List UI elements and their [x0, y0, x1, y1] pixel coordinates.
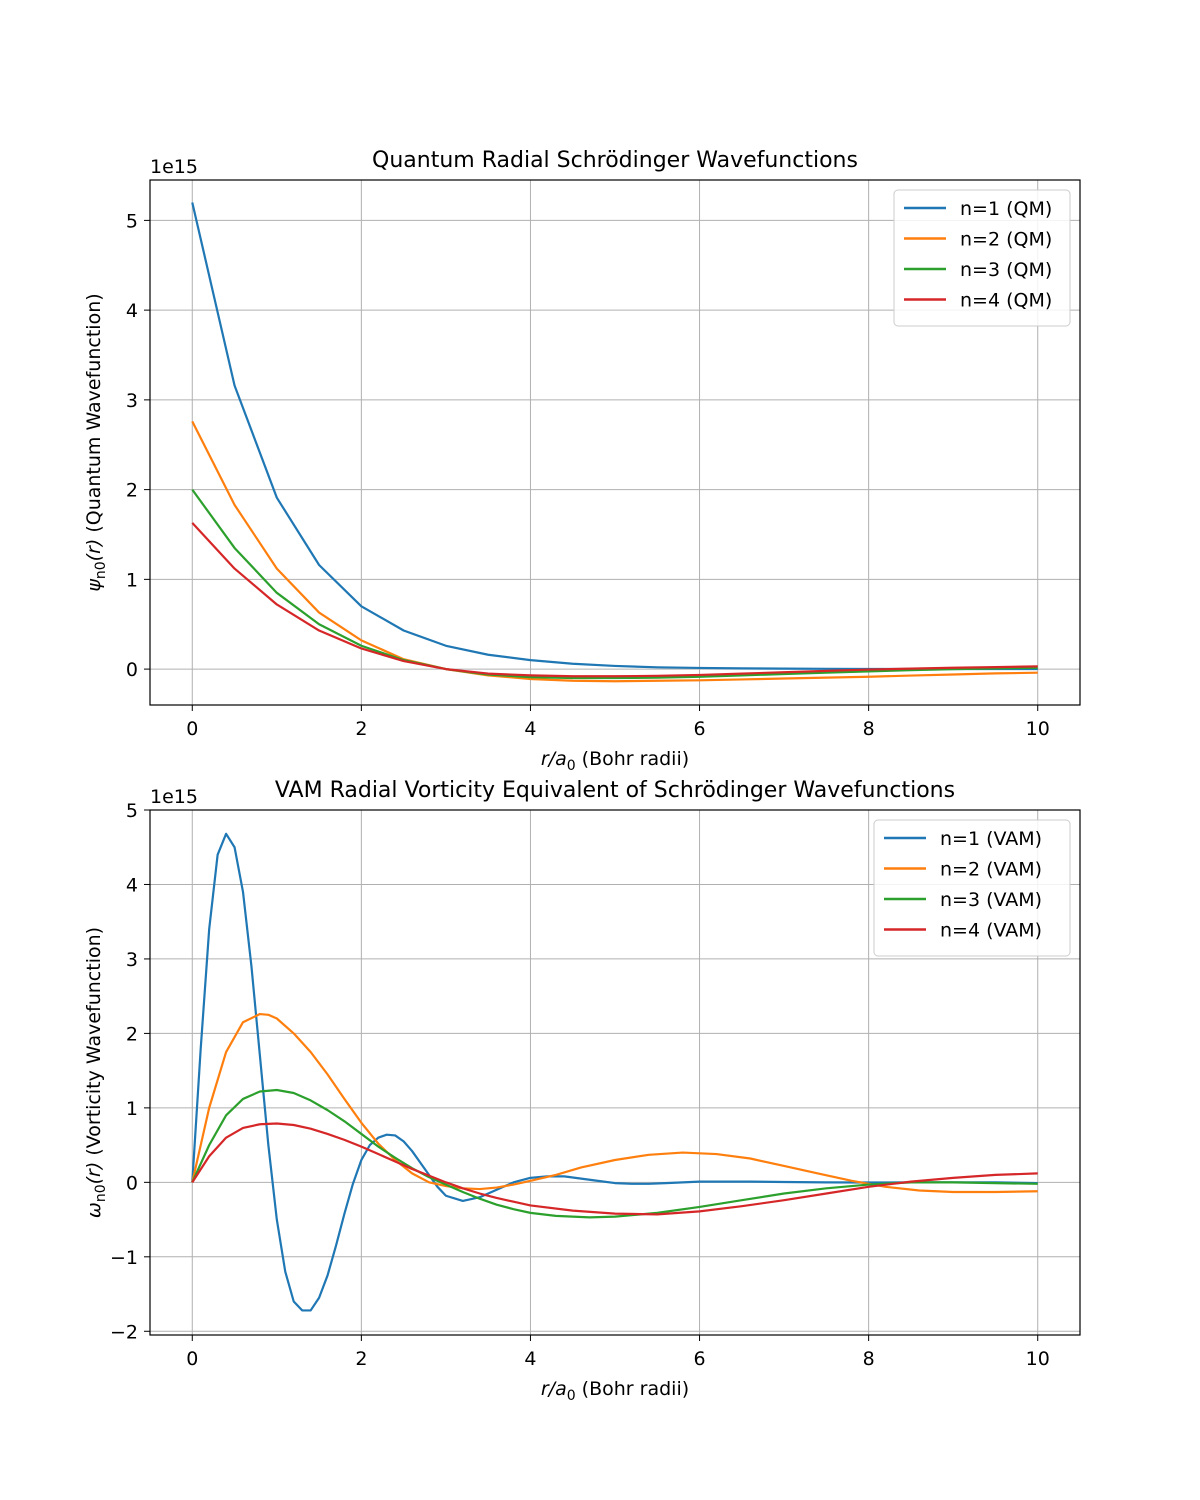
y-axis-label-rest: (Quantum Wavefunction)	[83, 293, 105, 538]
y-axis-label-arg: (r)	[83, 539, 105, 562]
y-tick-label: 1	[126, 569, 138, 591]
y-tick-label: 0	[126, 1172, 138, 1194]
quantum-wavefunction-chart: 0 2 4 6 8 10 0 1 2 3 4 5 Quantum Radial Schrödinge…	[83, 148, 1081, 774]
plot-frame	[149, 809, 1081, 1336]
x-axis-label: r/a0 (Bohr radii)	[541, 1378, 689, 1404]
series-line-3	[191, 1088, 1038, 1219]
y-offset-text: 1e15	[150, 156, 198, 178]
y-tick-label: −1	[110, 1247, 138, 1269]
x-tick-label: 0	[186, 718, 198, 740]
x-tick-label: 4	[524, 718, 536, 740]
series-line-4	[191, 1122, 1038, 1216]
legend-label: n=1 (QM)	[960, 198, 1052, 220]
series-line-2	[191, 420, 1038, 683]
series-lines	[191, 202, 1038, 683]
x-tick-label: 6	[693, 1348, 705, 1370]
y-tick-label: 0	[126, 659, 138, 681]
legend-label: n=4 (QM)	[960, 290, 1052, 312]
y-ticks: 0 1 2 3 4 5	[126, 210, 150, 681]
x-tick-label: 2	[355, 1348, 367, 1370]
x-tick-label: 10	[1026, 1348, 1050, 1370]
legend-label: n=1 (VAM)	[940, 828, 1042, 850]
legend-box	[873, 819, 1071, 957]
y-axis-label-rest: (Vorticity Wavefunction)	[83, 927, 105, 1162]
legend-label: n=3 (VAM)	[940, 889, 1042, 911]
x-axis-label-sub: 0	[567, 758, 576, 774]
x-axis-label-var: r/a	[541, 1378, 567, 1400]
x-axis-label-var: r/a	[541, 748, 567, 770]
chart-title: VAM Radial Vorticity Equivalent of Schrö…	[275, 778, 955, 803]
y-axis-label-arg: (r)	[83, 1162, 105, 1185]
x-ticks: 0 2 4 6 8 10	[186, 705, 1050, 740]
x-axis-label: r/a0 (Bohr radii)	[541, 748, 689, 774]
x-axis-label-rest: (Bohr radii)	[576, 1378, 690, 1400]
y-tick-label: 1	[126, 1098, 138, 1120]
y-axis-label-var: ψ	[83, 579, 105, 592]
y-tick-label: 2	[126, 480, 138, 502]
legend: n=1 (VAM) n=2 (VAM) n=3 (VAM) n=4 (VAM)	[873, 819, 1071, 957]
y-axis-label: ψn0(r) (Quantum Wavefunction)	[83, 293, 109, 591]
x-tick-label: 0	[186, 1348, 198, 1370]
legend-label: n=3 (QM)	[960, 259, 1052, 281]
y-tick-label: 5	[126, 210, 138, 232]
series-line-2	[191, 1012, 1038, 1194]
chart-title: Quantum Radial Schrödinger Wavefunctions	[372, 148, 858, 173]
y-axis-label-sub: n0	[93, 561, 109, 579]
series-line-4	[191, 522, 1038, 678]
x-tick-label: 6	[693, 718, 705, 740]
legend: n=1 (QM) n=2 (QM) n=3 (QM) n=4 (QM)	[893, 189, 1071, 327]
x-tick-label: 4	[524, 1348, 536, 1370]
y-ticks: −2 −1 0 1 2 3 4 5	[110, 800, 150, 1343]
y-tick-label: 3	[126, 949, 138, 971]
x-axis-label-sub: 0	[567, 1388, 576, 1404]
x-tick-label: 2	[355, 718, 367, 740]
y-tick-label: 2	[126, 1023, 138, 1045]
plot-frame	[149, 179, 1081, 706]
legend-label: n=4 (VAM)	[940, 920, 1042, 942]
y-tick-label: 3	[126, 390, 138, 412]
y-axis-label-var: ω	[83, 1202, 105, 1218]
vam-vorticity-chart: 0 2 4 6 8 10 −2 −1 0 1 2 3 4 5 VAM Radial Vorticity …	[83, 778, 1081, 1404]
x-ticks: 0 2 4 6 8 10	[186, 1335, 1050, 1370]
legend-label: n=2 (QM)	[960, 229, 1052, 251]
y-tick-label: 4	[126, 874, 138, 896]
series-line-3	[191, 488, 1038, 680]
legend-label: n=2 (VAM)	[940, 859, 1042, 881]
y-axis-label: ωn0(r) (Vorticity Wavefunction)	[83, 927, 109, 1218]
y-offset-text: 1e15	[150, 786, 198, 808]
legend-box	[893, 189, 1071, 327]
y-axis-label-sub: n0	[93, 1184, 109, 1202]
y-tick-label: −2	[110, 1321, 138, 1343]
x-tick-label: 10	[1026, 718, 1050, 740]
x-tick-label: 8	[863, 1348, 875, 1370]
y-tick-label: 5	[126, 800, 138, 822]
y-tick-label: 4	[126, 300, 138, 322]
x-axis-label-rest: (Bohr radii)	[576, 748, 690, 770]
series-line-1	[191, 832, 1038, 1312]
series-lines	[191, 832, 1038, 1312]
x-tick-label: 8	[863, 718, 875, 740]
